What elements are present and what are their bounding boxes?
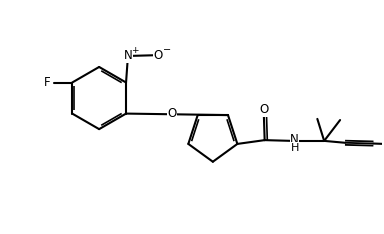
Text: O: O — [153, 49, 162, 62]
Text: O: O — [259, 103, 268, 116]
Text: O: O — [167, 107, 177, 120]
Text: N: N — [124, 49, 132, 62]
Text: N: N — [290, 133, 299, 146]
Text: H: H — [290, 143, 299, 153]
Text: −: − — [162, 44, 170, 55]
Text: +: + — [131, 46, 139, 55]
Text: F: F — [44, 76, 51, 89]
